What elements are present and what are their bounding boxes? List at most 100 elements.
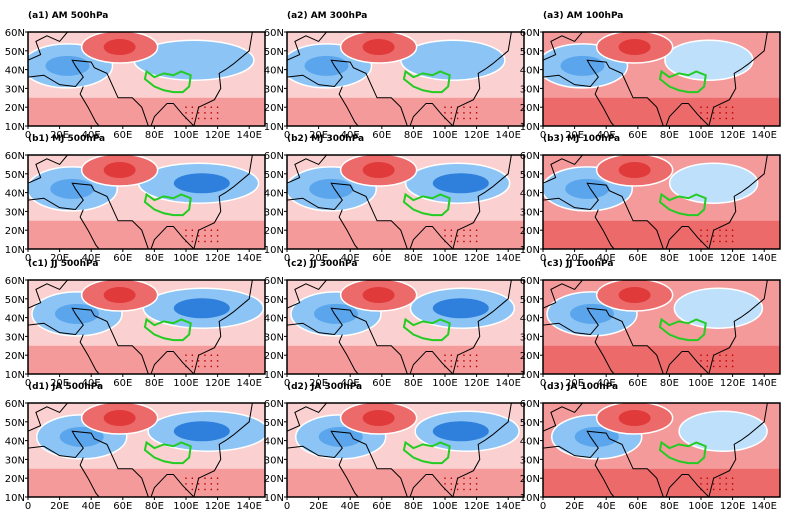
lon-tick-label: 40E: [341, 378, 360, 389]
coastline: [28, 32, 253, 126]
lon-tick-label: 100E: [688, 501, 713, 512]
lat-tick-label: 20N: [264, 474, 284, 485]
field-warm-core: [362, 287, 395, 304]
coastline: [79, 86, 100, 126]
stipple: [719, 488, 721, 491]
stipple: [191, 488, 194, 491]
lat-tick-label: 50N: [264, 295, 284, 306]
stipple: [700, 483, 702, 485]
lon-tick-label: 0: [25, 501, 31, 512]
stipple: [712, 240, 715, 243]
plateau-outline: [143, 317, 192, 342]
map-panel: (c2) JJ 300hPa 0 20E 40E 60E 80E 100E 120E 140E 6…: [264, 259, 525, 389]
lat-tick-label: 40N: [520, 189, 540, 200]
coastline: [28, 403, 68, 432]
stipple: [469, 240, 472, 243]
map-frame: [286, 402, 525, 498]
stipple: [463, 477, 465, 480]
map-panel: (a1) AM 500hPa 0 20E 40E 60E 80E 100E 120E 140E 6…: [5, 11, 266, 141]
lat-tick-label: 30N: [264, 84, 284, 95]
field-warm-core: [103, 39, 136, 56]
lat-tick-label: 40N: [264, 66, 284, 77]
lon-tick-label: 80E: [404, 253, 423, 264]
stipple: [191, 106, 194, 108]
field-warm-core: [618, 410, 651, 427]
stipple: [469, 477, 472, 480]
lon-tick-label: 80E: [145, 501, 164, 512]
stipple: [204, 354, 206, 357]
stipple: [706, 354, 709, 357]
lat-tick-label: 50N: [5, 418, 25, 429]
lon-tick-label: 20E: [309, 501, 328, 512]
lon-tick-label: 20E: [565, 253, 584, 264]
lon-tick-label: 100E: [688, 253, 713, 264]
stipple: [700, 112, 702, 114]
lon-tick-label: 20E: [50, 130, 69, 141]
lat-tick-label: 50N: [520, 418, 540, 429]
map-frame: [542, 154, 781, 250]
plateau-outline: [402, 69, 451, 94]
lon-tick-label: 80E: [145, 130, 164, 141]
stipple: [204, 106, 206, 108]
plateau-outline: [658, 440, 707, 465]
lon-tick-label: 100E: [173, 378, 198, 389]
stipple: [216, 240, 219, 243]
stipple: [706, 229, 709, 231]
stipple: [216, 112, 219, 114]
lon-tick-label: 80E: [145, 378, 164, 389]
map-frame: [27, 402, 266, 498]
stipple: [475, 477, 478, 480]
stipple: [712, 365, 715, 368]
stipple: [706, 106, 709, 108]
stipple: [216, 365, 219, 368]
map-panel: (c3) JJ 100hPa 0 20E 40E 60E 80E 100E 120E 140E 6…: [520, 259, 781, 389]
plateau-outline: [402, 440, 451, 465]
stipple: [191, 354, 194, 357]
lat-tick-label: 40N: [5, 437, 25, 448]
stipple: [469, 354, 472, 357]
lat-tick-label: 30N: [5, 332, 25, 343]
stipple: [719, 483, 721, 485]
panel-title: (b3) MJ 100hPa: [543, 134, 620, 144]
lat-tick-label: 20N: [5, 226, 25, 237]
map-frame: [542, 402, 781, 498]
stipple: [463, 229, 465, 231]
stipple: [456, 240, 459, 243]
stipple: [706, 488, 709, 491]
lat-tick-label: 30N: [5, 84, 25, 95]
stipple: [475, 365, 478, 368]
map-field: [543, 403, 780, 497]
stipple: [185, 229, 187, 231]
stipple: [475, 117, 478, 120]
panel-title: (d1) JA 500hPa: [28, 382, 103, 392]
stipple: [204, 365, 206, 368]
map-panel: (d2) JA 300hPa 0 20E 40E 60E 80E 100E 120E 140E 6…: [264, 382, 525, 512]
lon-tick-label: 60E: [628, 253, 647, 264]
stipple: [475, 360, 478, 362]
coastline: [28, 155, 253, 249]
field-cool-core: [574, 426, 619, 447]
stipple: [216, 117, 219, 120]
stipple: [185, 360, 187, 362]
stipple: [700, 360, 702, 362]
stipple: [469, 106, 472, 108]
stipple: [712, 488, 715, 491]
lon-tick-label: 0: [284, 130, 290, 141]
lon-tick-label: 60E: [628, 130, 647, 141]
map-field: [287, 32, 524, 126]
field-warm-core: [362, 410, 395, 427]
stipple: [185, 235, 187, 237]
map-frame: [286, 31, 525, 127]
field-cool-core: [569, 303, 614, 324]
stipple: [216, 229, 219, 231]
lat-tick-label: 20N: [520, 226, 540, 237]
lat-tick-label: 40N: [5, 66, 25, 77]
lat-tick-label: 40N: [5, 189, 25, 200]
coastline: [287, 403, 512, 497]
lon-tick-label: 100E: [432, 253, 457, 264]
stipple: [475, 488, 478, 491]
lat-tick-label: 50N: [5, 295, 25, 306]
stipple: [731, 477, 734, 480]
stipple: [216, 235, 219, 237]
